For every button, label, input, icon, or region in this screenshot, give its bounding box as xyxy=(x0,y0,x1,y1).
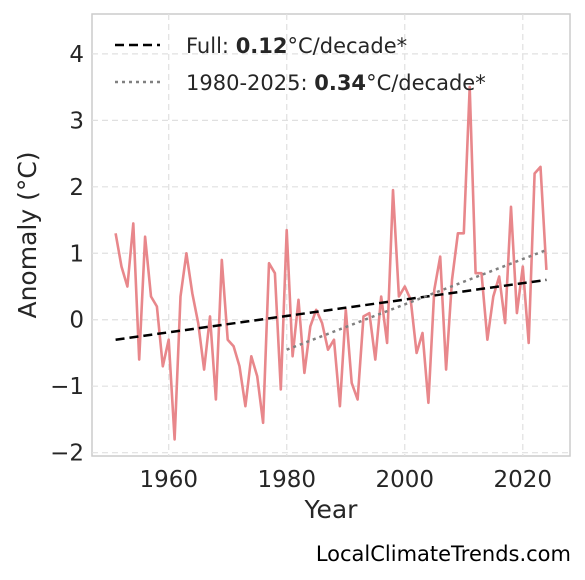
y-tick-label: −1 xyxy=(50,374,84,400)
y-tick-label: 0 xyxy=(69,308,84,334)
x-tick-label: 2020 xyxy=(494,467,553,493)
trend-line-1980-2025 xyxy=(286,248,547,351)
series-anomaly-line xyxy=(114,85,548,441)
legend-full-unit: °C/decade* xyxy=(288,34,408,58)
legend-full-name: Full xyxy=(186,34,222,58)
series-layer xyxy=(114,85,548,441)
legend-1980-trend: 0.34 xyxy=(314,71,366,95)
legend-1980-unit: °C/decade* xyxy=(366,71,486,95)
y-axis-label: Anomaly (°C) xyxy=(13,151,42,318)
y-tick-label: −2 xyxy=(50,441,84,467)
legend-full-trend: 0.12 xyxy=(236,34,288,58)
y-tick-label: 2 xyxy=(69,175,84,201)
source-credit: LocalClimateTrends.com xyxy=(315,542,571,566)
legend-1980-name: 1980-2025 xyxy=(186,71,300,95)
legend-entry-full: Full: 0.12°C/decade* xyxy=(186,34,407,58)
x-tick-label: 2000 xyxy=(375,467,434,493)
legend-entry-1980-2025: 1980-2025: 0.34°C/decade* xyxy=(186,71,486,95)
x-tick-label: 1980 xyxy=(257,467,316,493)
y-tick-label: 1 xyxy=(69,241,84,267)
ticks: 1960 1980 2000 2020 −2 −1 0 1 2 3 4 xyxy=(50,42,552,493)
legend: Full: 0.12°C/decade* 1980-2025: 0.34°C/d… xyxy=(115,34,486,95)
y-tick-label: 3 xyxy=(69,108,84,134)
y-tick-label: 4 xyxy=(69,42,84,68)
trend-line-full xyxy=(115,278,547,341)
x-axis-label: Year xyxy=(304,495,359,524)
x-tick-label: 1960 xyxy=(139,467,198,493)
